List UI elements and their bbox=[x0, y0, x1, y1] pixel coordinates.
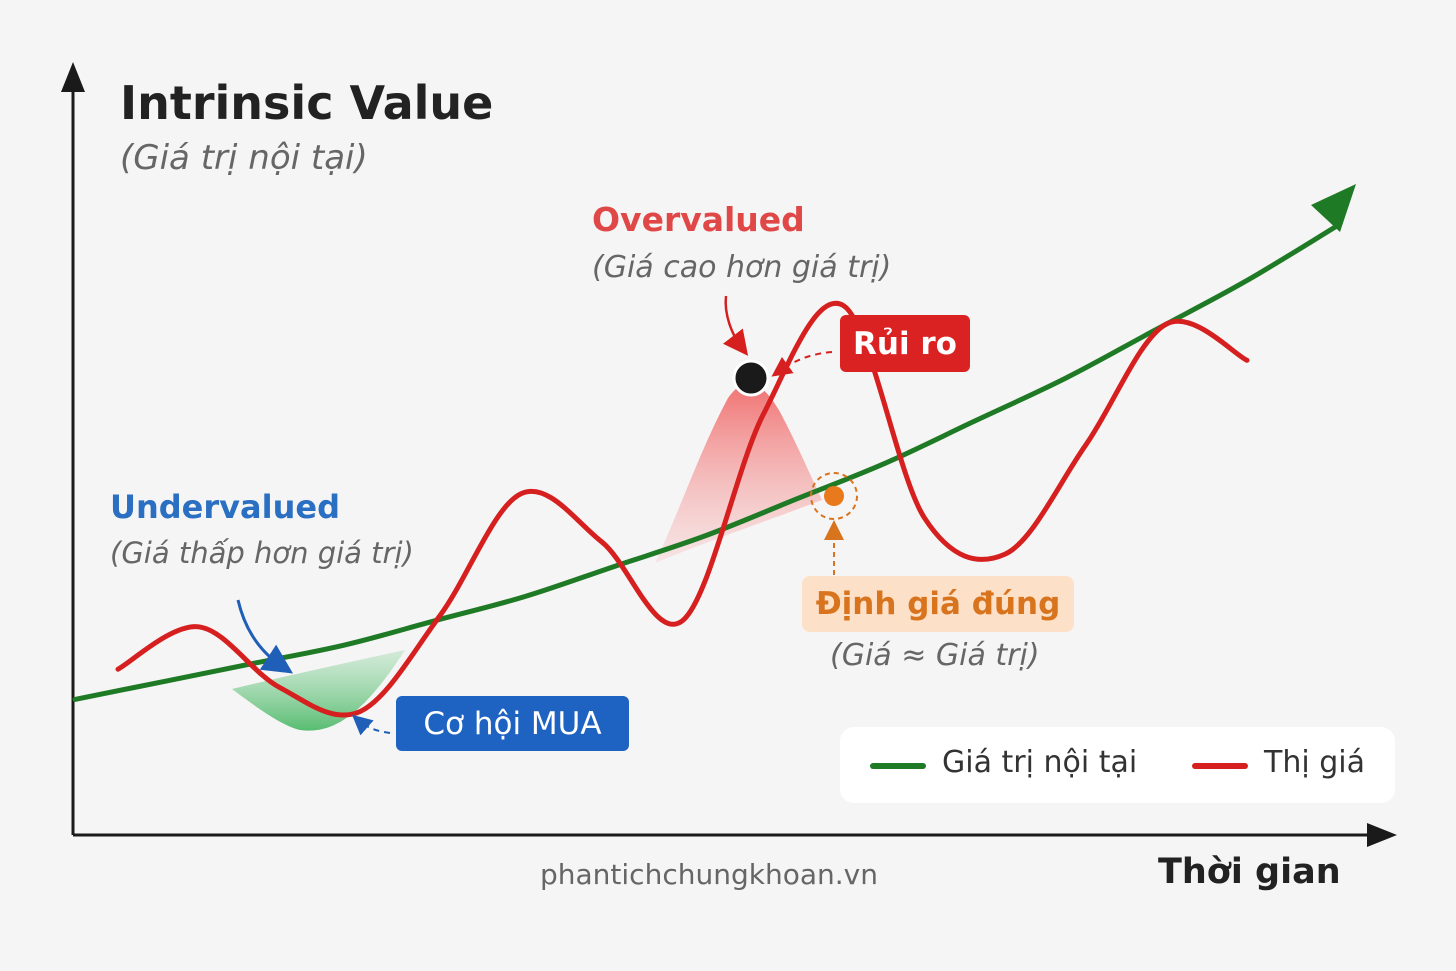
legend-swatch-market bbox=[1192, 763, 1248, 769]
fair-value-point bbox=[824, 486, 844, 506]
axes bbox=[61, 62, 1397, 847]
undervalued-label: Undervalued bbox=[110, 488, 340, 526]
buy-opportunity-badge: Cơ hội MUA bbox=[396, 696, 629, 751]
buy-arrow bbox=[351, 714, 391, 736]
y-axis-arrow bbox=[61, 62, 85, 92]
risk-badge: Rủi ro bbox=[840, 315, 970, 372]
peak-point-marker bbox=[732, 359, 770, 397]
watermark: phantichchungkhoan.vn bbox=[540, 858, 878, 891]
legend-label-market: Thị giá bbox=[1264, 745, 1365, 780]
chart-subtitle: (Giá trị nội tại) bbox=[120, 138, 368, 178]
undervalued-sublabel: (Giá thấp hơn giá trị) bbox=[110, 536, 414, 570]
fair-value-sublabel: (Giá ≈ Giá trị) bbox=[830, 638, 1040, 673]
risk-arrow bbox=[771, 351, 833, 377]
x-axis-label: Thời gian bbox=[1158, 852, 1341, 892]
undervalued-area bbox=[232, 650, 405, 731]
fair-value-ring bbox=[810, 472, 858, 520]
fair-value-badge: Định giá đúng bbox=[802, 576, 1074, 632]
intrinsic-arrowhead bbox=[1311, 184, 1356, 232]
overvalued-sublabel: (Giá cao hơn giá trị) bbox=[592, 250, 892, 285]
chart-title: Intrinsic Value bbox=[120, 76, 494, 130]
x-axis-arrow bbox=[1367, 823, 1397, 847]
legend: Giá trị nội tại Thị giá bbox=[840, 727, 1395, 803]
overvalued-label: Overvalued bbox=[592, 200, 805, 239]
series-line-market-price bbox=[115, 300, 1250, 718]
legend-label-intrinsic: Giá trị nội tại bbox=[942, 745, 1138, 780]
legend-swatch-intrinsic bbox=[870, 763, 926, 769]
overvalued-arrow bbox=[722, 295, 749, 356]
undervalued-arrow bbox=[236, 599, 294, 674]
